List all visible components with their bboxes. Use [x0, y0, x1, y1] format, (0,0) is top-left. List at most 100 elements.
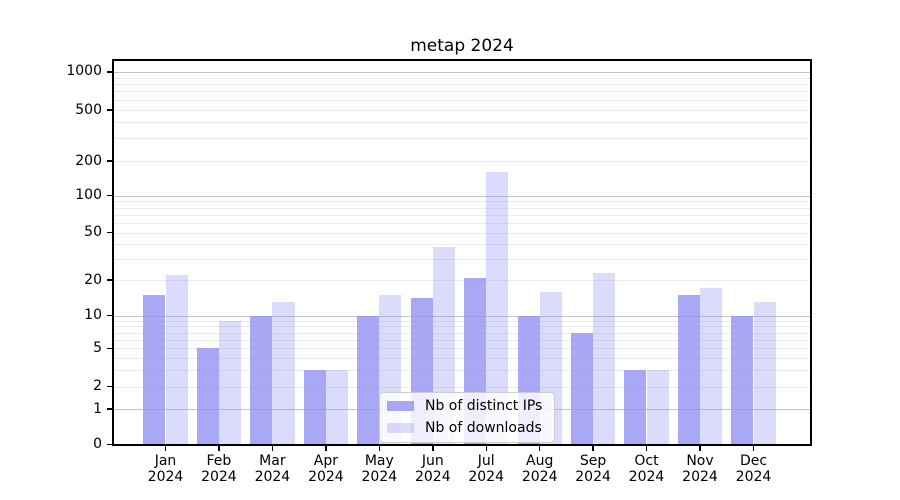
- y-tick-label: 5: [93, 339, 102, 356]
- gridline-minor: [113, 357, 811, 359]
- x-tick-mark: [645, 445, 648, 451]
- gridline-minor: [113, 77, 811, 79]
- bar-downloads: [753, 302, 776, 445]
- bar-downloads: [325, 369, 349, 445]
- gridline-minor: [113, 84, 811, 85]
- legend-label-downloads: Nb of downloads: [425, 419, 542, 436]
- x-tick-mark: [378, 445, 381, 451]
- x-tick-label: Feb 2024: [201, 453, 237, 485]
- bar-distinct-ips: [143, 294, 166, 445]
- x-tick-label: Jul 2024: [468, 453, 504, 485]
- y-tick-label: 20: [84, 271, 102, 288]
- gridline-minor: [113, 138, 811, 140]
- x-tick-mark: [538, 445, 541, 451]
- x-tick-label: Apr 2024: [308, 453, 344, 485]
- gridline-minor: [113, 214, 811, 216]
- y-tick-mark: [107, 443, 112, 446]
- y-tick-mark: [107, 347, 112, 350]
- gridline-minor: [113, 339, 811, 341]
- chart-title: metap 2024: [410, 36, 514, 56]
- x-tick-mark: [164, 445, 167, 451]
- bar-downloads: [593, 272, 616, 445]
- bar-distinct-ips: [250, 315, 273, 445]
- gridline-minor: [113, 332, 811, 334]
- y-tick-label: 100: [75, 187, 102, 204]
- bar-downloads: [486, 172, 509, 445]
- y-tick-label: 200: [75, 152, 102, 169]
- y-tick-label: 10: [84, 307, 102, 324]
- x-tick-label: Nov 2024: [682, 453, 718, 485]
- legend-swatch-downloads: [387, 423, 414, 433]
- gridline-minor: [113, 122, 811, 124]
- gridline-major: [113, 195, 811, 197]
- x-tick-label: Jun 2024: [414, 453, 451, 485]
- bar-downloads: [700, 288, 723, 445]
- bar-distinct-ips: [303, 369, 326, 445]
- gridline-minor: [113, 110, 811, 111]
- plot-border-top: [112, 58, 812, 61]
- y-tick-label: 2: [93, 378, 102, 395]
- x-tick-label: Dec 2024: [735, 453, 772, 485]
- x-tick-mark: [485, 445, 487, 451]
- gridline-minor: [113, 280, 811, 281]
- legend-item-distinct-ips: Nb of distinct IPs: [387, 397, 543, 414]
- y-tick-label: 50: [84, 224, 102, 241]
- y-tick-label: 0: [93, 436, 102, 452]
- legend-swatch-distinct-ips: [387, 401, 414, 411]
- x-tick-label: Mar 2024: [254, 453, 291, 485]
- plot-border-right: [810, 58, 812, 446]
- y-tick-mark: [107, 408, 112, 410]
- gridline-minor: [113, 99, 811, 101]
- legend: Nb of distinct IPs Nb of downloads: [379, 391, 556, 443]
- bar-downloads: [272, 302, 295, 445]
- bar-downloads: [219, 320, 242, 445]
- gridline-major: [113, 315, 811, 317]
- x-tick-label: Oct 2024: [628, 453, 665, 485]
- bar-distinct-ips: [731, 315, 754, 445]
- y-tick-mark: [107, 71, 112, 73]
- y-tick-mark: [107, 231, 112, 234]
- x-tick-mark: [218, 445, 220, 451]
- bar-distinct-ips: [624, 369, 647, 445]
- y-tick-label: 1000: [66, 63, 102, 80]
- gridline-minor: [113, 232, 811, 234]
- y-tick-mark: [107, 385, 112, 388]
- x-tick-label: May 2024: [361, 453, 398, 485]
- gridline-minor: [113, 326, 811, 328]
- gridline-major: [113, 71, 811, 73]
- bar-distinct-ips: [196, 348, 219, 445]
- y-tick-mark: [107, 279, 112, 281]
- x-tick-label: Aug 2024: [521, 453, 558, 485]
- x-tick-label: Sep 2024: [575, 453, 611, 485]
- y-tick-mark: [107, 160, 112, 162]
- x-tick-mark: [271, 445, 274, 451]
- bar-distinct-ips: [570, 332, 594, 445]
- x-tick-mark: [325, 445, 327, 451]
- legend-item-downloads: Nb of downloads: [387, 419, 542, 436]
- bar-distinct-ips: [357, 315, 380, 445]
- plot-area: Nb of distinct IPs Nb of downloads: [112, 58, 812, 446]
- legend-label-distinct-ips: Nb of distinct IPs: [425, 397, 543, 414]
- gridline-minor: [113, 369, 811, 371]
- bar-downloads: [646, 369, 669, 445]
- y-tick-mark: [107, 194, 112, 197]
- gridline-minor: [113, 207, 811, 209]
- gridline-minor: [113, 201, 811, 203]
- gridline-minor: [113, 161, 811, 162]
- gridline-minor: [113, 259, 811, 261]
- y-tick-mark: [107, 314, 112, 317]
- bar-downloads: [165, 275, 188, 445]
- gridline-minor: [113, 386, 811, 388]
- y-tick-label: 1: [93, 400, 102, 417]
- gridline-minor: [113, 244, 811, 246]
- x-tick-label: Jan 2024: [147, 453, 184, 485]
- gridline-minor: [113, 348, 811, 350]
- x-tick-mark: [432, 445, 434, 451]
- y-axis-line: [112, 58, 114, 446]
- x-axis-line: [112, 443, 812, 446]
- x-tick-mark: [699, 445, 701, 451]
- gridline-minor: [113, 223, 811, 224]
- y-tick-mark: [107, 109, 112, 111]
- bar-distinct-ips: [677, 294, 700, 445]
